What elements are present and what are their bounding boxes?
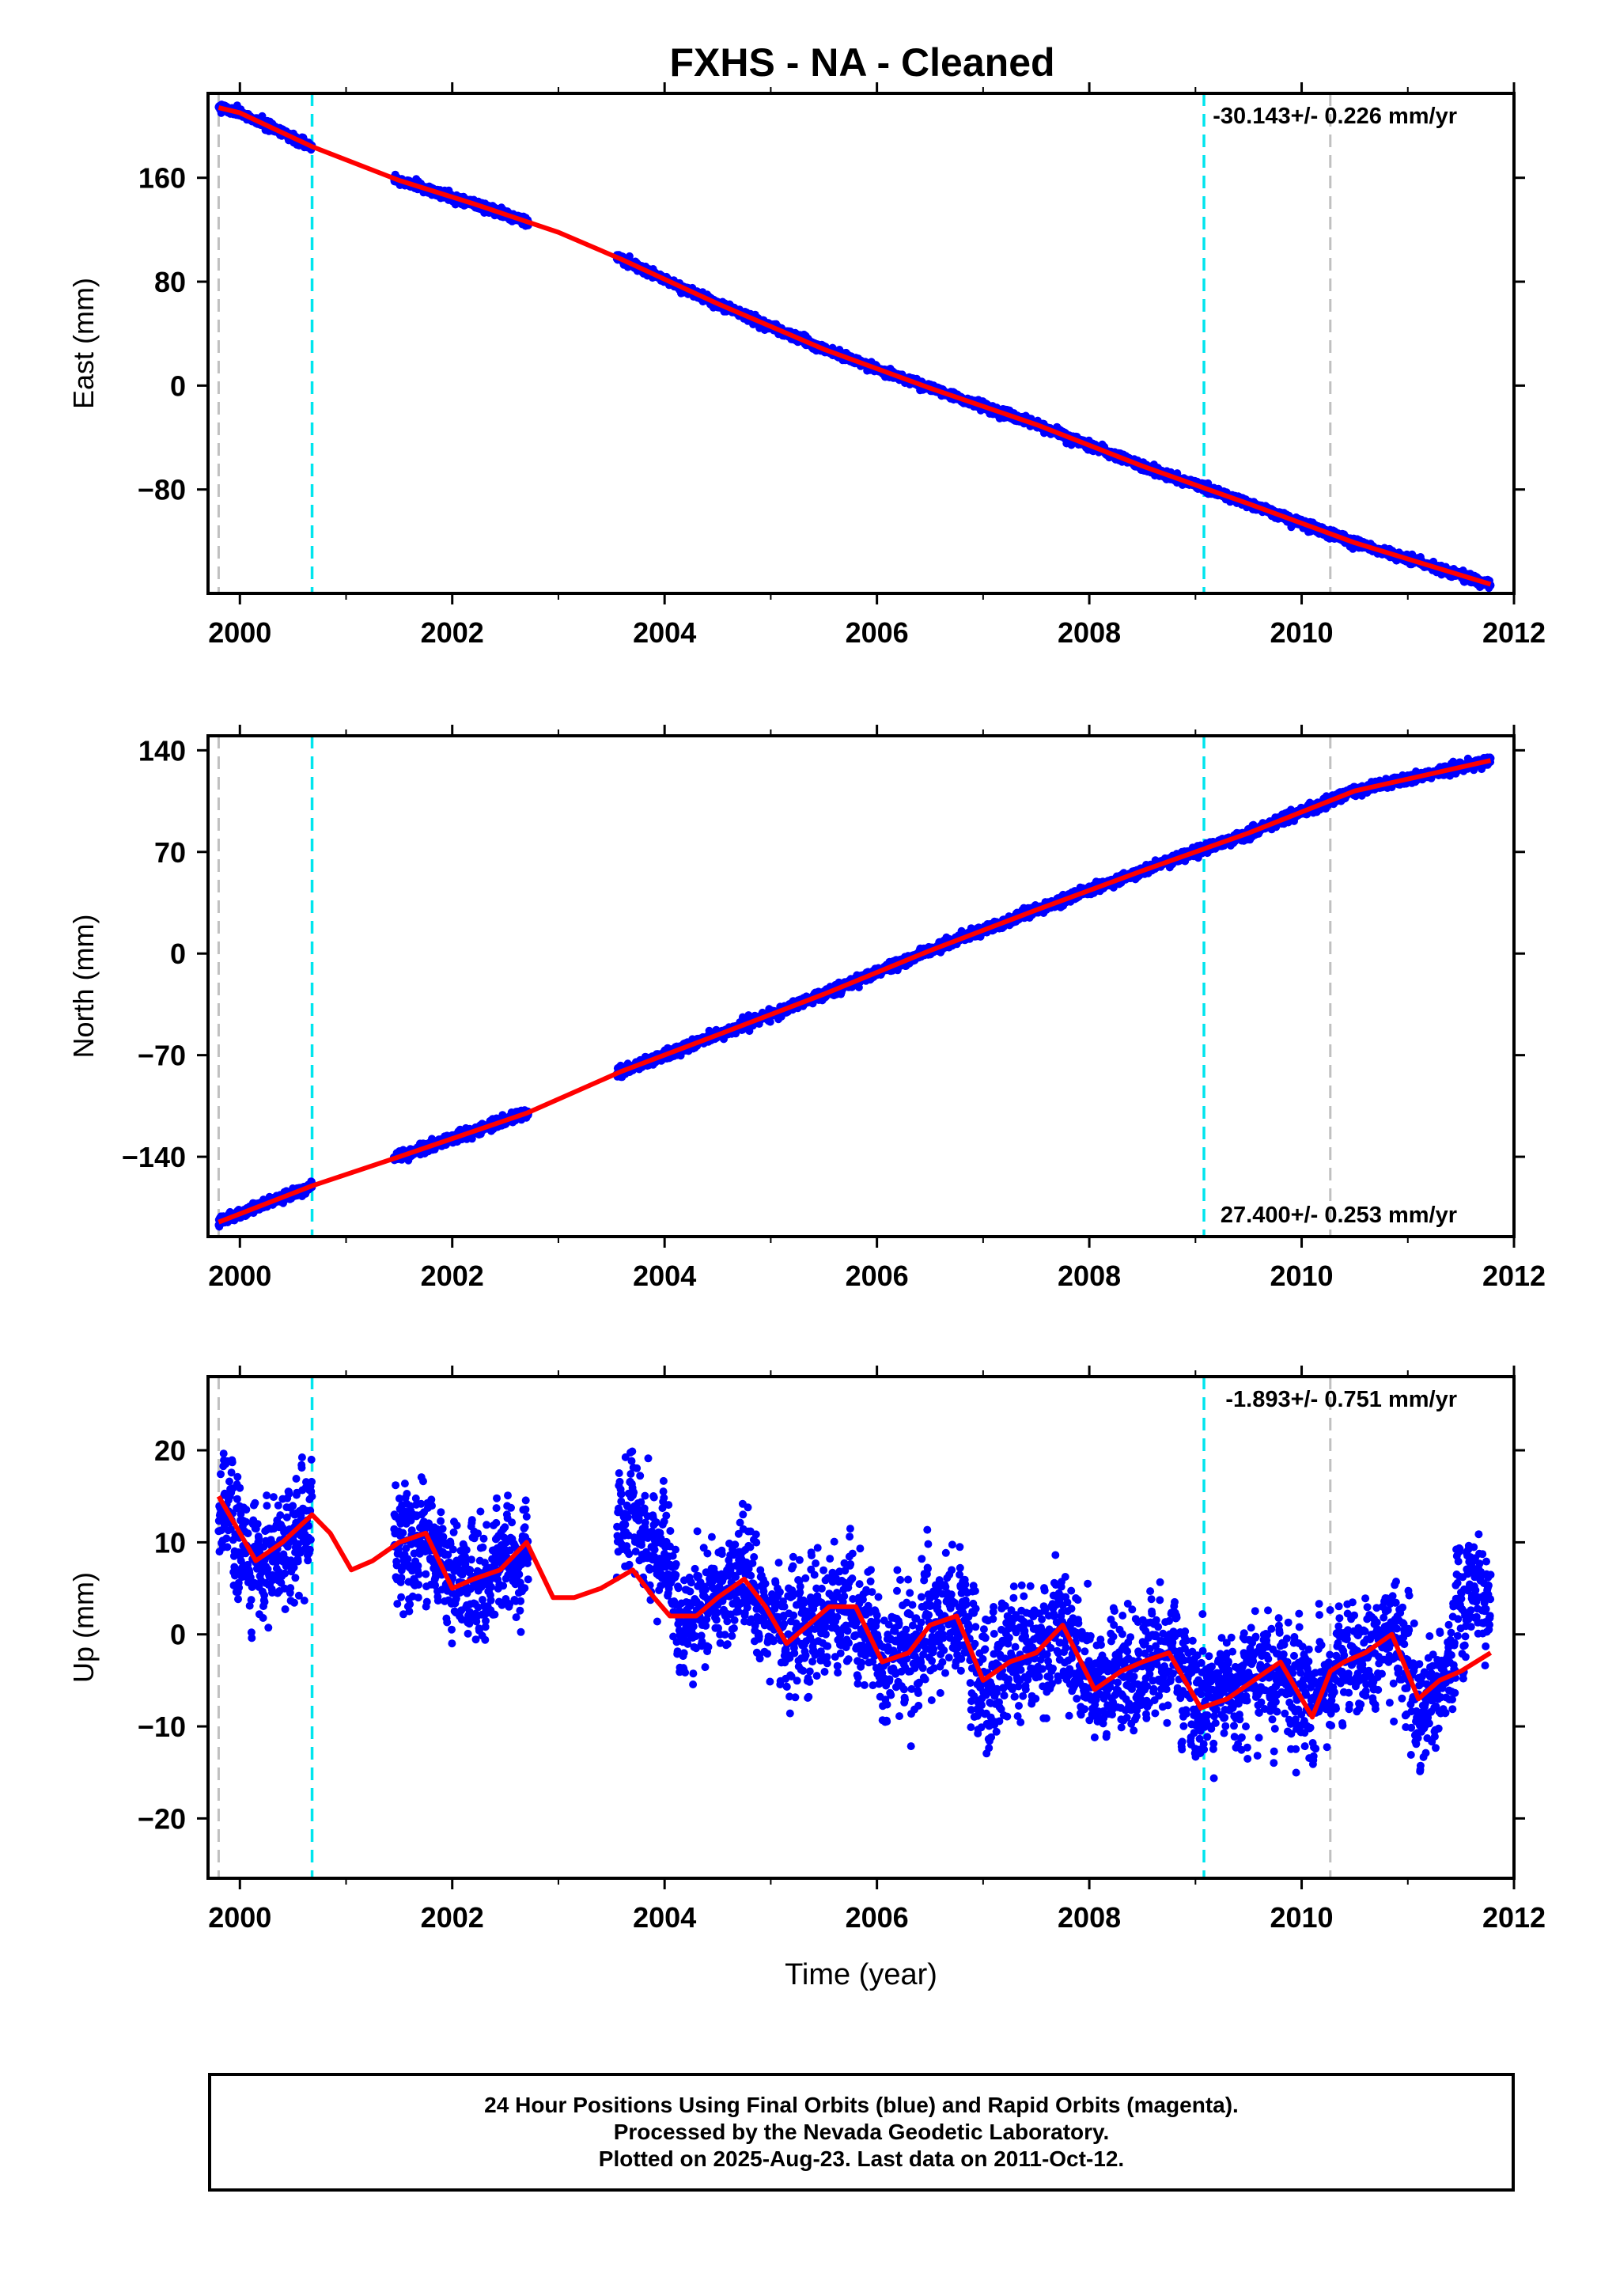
- x-tick-label: 2012: [1482, 616, 1546, 649]
- east-panel: -30.143+/- 0.226 mm/yr East (mm) 2000 200…: [67, 82, 1546, 649]
- y-tick-label: −80: [138, 474, 186, 506]
- east-plot-area: [214, 93, 1495, 593]
- y-tick-label: 160: [138, 162, 186, 195]
- north-data-points: [214, 753, 1495, 1231]
- x-tick-label: 2004: [633, 616, 696, 649]
- y-tick-label: 0: [170, 369, 186, 402]
- y-tick-label: 80: [154, 266, 186, 298]
- x-tick-label: 2000: [208, 616, 271, 649]
- east-frame: [206, 92, 1516, 595]
- x-tick-label: 2008: [1058, 616, 1121, 649]
- x-tick-label: 2006: [846, 616, 909, 649]
- east-data-points: [214, 100, 1495, 593]
- x-tick-label: 2010: [1270, 616, 1333, 649]
- east-model-line: [218, 105, 1492, 587]
- north-plot-area: [214, 736, 1495, 1237]
- east-rate-label: -30.143+/- 0.226 mm/yr: [1213, 104, 1457, 129]
- north-panel: 27.400+/- 0.253 mm/yr North (mm) 2000 200…: [67, 725, 1546, 1292]
- figure-title: FXHS - NA - Cleaned: [669, 40, 1054, 85]
- x-tick-label: 2002: [421, 616, 484, 649]
- east-y-axis-label: East (mm): [67, 278, 100, 409]
